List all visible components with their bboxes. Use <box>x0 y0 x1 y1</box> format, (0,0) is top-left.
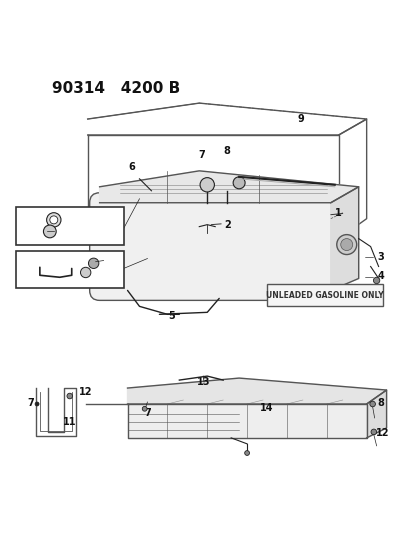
Text: 90314   4200 B: 90314 4200 B <box>52 81 180 96</box>
Bar <box>16 251 124 288</box>
Circle shape <box>233 177 245 189</box>
Text: 2: 2 <box>224 220 230 230</box>
Circle shape <box>374 277 380 284</box>
Text: 8: 8 <box>377 398 384 408</box>
Text: 6: 6 <box>128 162 135 172</box>
Circle shape <box>80 267 91 278</box>
Text: 16: 16 <box>87 225 100 235</box>
Polygon shape <box>331 187 359 290</box>
Text: 8: 8 <box>224 146 231 156</box>
Text: 1: 1 <box>335 208 342 217</box>
Text: 7: 7 <box>28 398 34 408</box>
Circle shape <box>35 402 39 406</box>
Circle shape <box>200 177 214 192</box>
Text: 9: 9 <box>298 114 304 124</box>
Polygon shape <box>367 390 386 438</box>
Circle shape <box>370 401 376 407</box>
Text: 3: 3 <box>377 252 384 262</box>
FancyBboxPatch shape <box>90 193 341 301</box>
Circle shape <box>47 213 61 227</box>
Text: 10: 10 <box>312 295 326 305</box>
Text: 4: 4 <box>377 271 384 281</box>
Circle shape <box>245 450 250 455</box>
Polygon shape <box>100 171 359 203</box>
Text: UNLEADED GASOLINE ONLY: UNLEADED GASOLINE ONLY <box>266 291 384 300</box>
Circle shape <box>88 258 99 269</box>
Text: 18: 18 <box>99 265 112 274</box>
Circle shape <box>371 429 377 435</box>
Text: 7: 7 <box>144 408 151 418</box>
Bar <box>267 285 382 306</box>
Text: 17: 17 <box>105 253 118 263</box>
Circle shape <box>67 393 72 399</box>
Text: 7: 7 <box>198 150 205 160</box>
Text: 12: 12 <box>79 387 92 397</box>
Text: 5: 5 <box>168 311 175 321</box>
Text: 15: 15 <box>87 213 100 223</box>
Circle shape <box>337 235 357 255</box>
Circle shape <box>44 225 56 238</box>
Circle shape <box>50 216 58 224</box>
Bar <box>16 207 124 245</box>
Circle shape <box>341 239 353 251</box>
Circle shape <box>142 406 147 411</box>
Polygon shape <box>128 378 386 404</box>
Text: 12: 12 <box>376 428 389 438</box>
Text: 13: 13 <box>196 377 210 387</box>
Text: 14: 14 <box>260 403 274 413</box>
Polygon shape <box>128 404 367 438</box>
Text: 19: 19 <box>41 265 54 276</box>
Text: 11: 11 <box>63 417 76 427</box>
